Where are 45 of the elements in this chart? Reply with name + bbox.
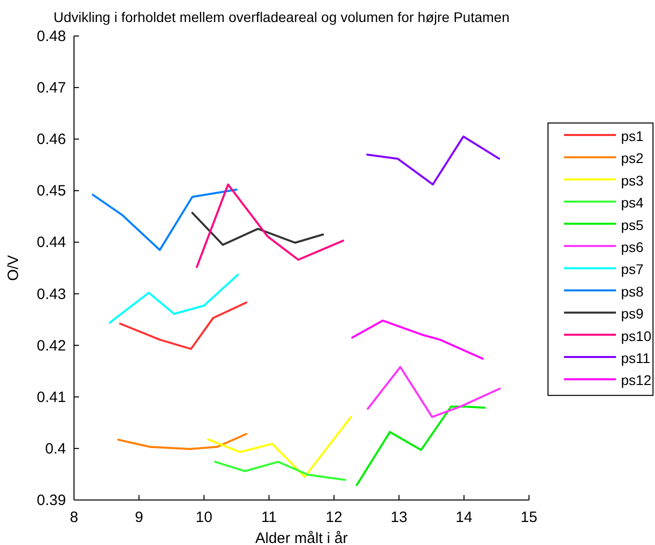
line-series: [191, 212, 324, 246]
legend-label: ps11: [621, 350, 651, 366]
legend-label: ps3: [621, 172, 644, 188]
line-series: [108, 274, 239, 324]
chart-title: Udvikling i forholdet mellem overfladeareal og volumen for højre Putamen: [54, 9, 510, 25]
legend-label: ps12: [621, 372, 652, 388]
line-series: [196, 183, 344, 268]
legend-label: ps10: [621, 328, 652, 344]
x-tick-label: 10: [196, 509, 212, 526]
x-tick-label: 8: [70, 509, 78, 526]
legend-label: ps1: [621, 128, 644, 144]
legend-label: ps6: [621, 239, 644, 255]
legend-label: ps5: [621, 216, 644, 233]
x-tick-label: 13: [390, 509, 408, 526]
line-series: [117, 433, 248, 450]
x-tick-label: 12: [326, 509, 342, 526]
y-tick-label: 0.39: [36, 492, 66, 509]
y-tick-label: 0.45: [36, 182, 66, 200]
y-axis-title: O/V: [5, 255, 22, 281]
y-tick-label: 0.42: [36, 337, 66, 354]
x-tick-label: 9: [134, 509, 144, 526]
line-series: [206, 416, 352, 478]
line-series: [119, 302, 248, 350]
x-tick-label: 11: [261, 509, 277, 526]
legend-label: ps8: [621, 283, 644, 300]
x-axis-title: Alder målt i år: [255, 530, 348, 545]
y-tick-label: 0.41: [36, 388, 66, 406]
legend-label: ps7: [621, 261, 644, 278]
y-tick-label: 0.47: [36, 80, 66, 97]
x-tick-label: 14: [456, 509, 472, 526]
line-series: [366, 366, 501, 418]
legend-label: ps9: [621, 306, 644, 322]
legend-label: ps4: [621, 194, 644, 211]
line-series: [92, 188, 238, 251]
x-tick-label: 15: [520, 509, 538, 526]
y-tick-label: 0.46: [36, 131, 66, 148]
y-tick-label: 0.44: [36, 234, 66, 252]
line-series: [214, 460, 346, 481]
line-series: [351, 320, 484, 360]
legend-label: ps2: [621, 150, 644, 166]
y-tick-label: 0.48: [36, 28, 66, 45]
line-series: [366, 136, 500, 186]
y-tick-label: 0.43: [36, 286, 66, 303]
line-series: [356, 406, 486, 486]
y-tick-label: 0.4: [45, 440, 66, 458]
